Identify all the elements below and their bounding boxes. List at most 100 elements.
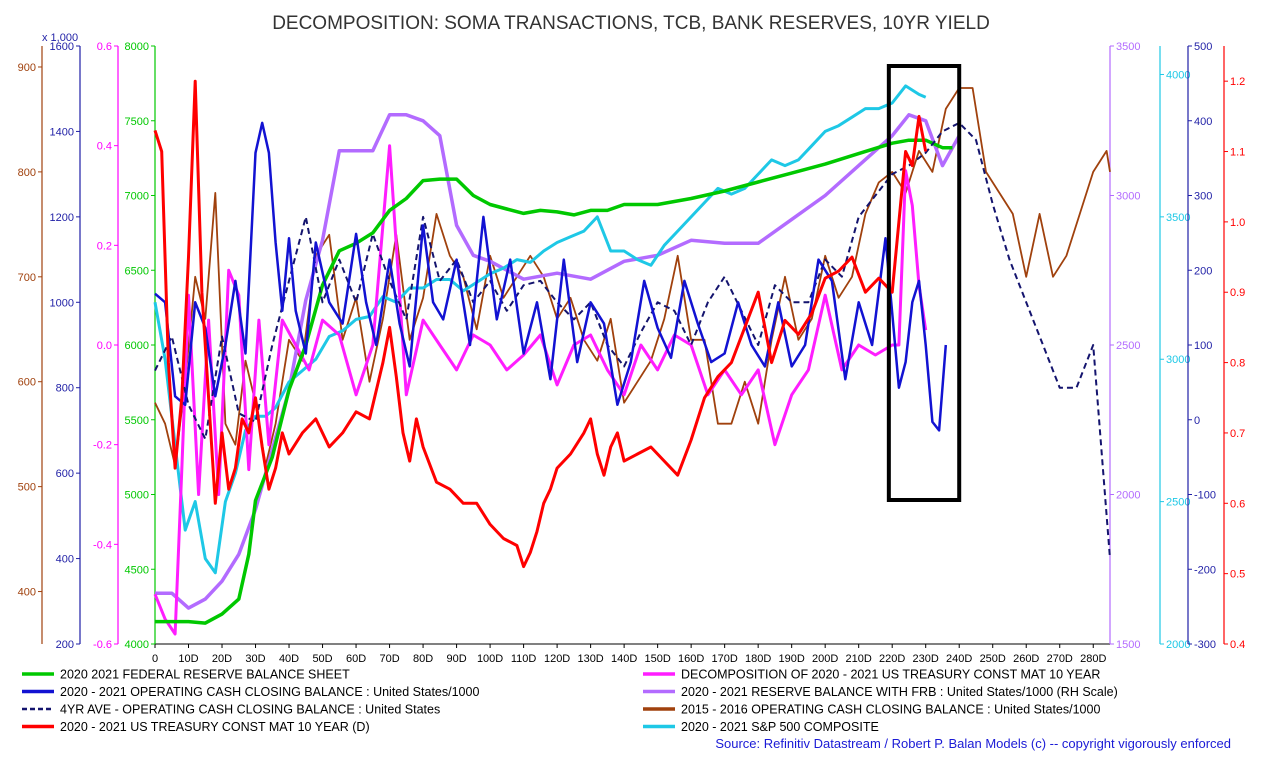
x-tick-label: 200D bbox=[812, 653, 838, 665]
legend-label: 2020 - 2021 S&P 500 COMPOSITE bbox=[681, 720, 879, 734]
y-tick-label-navy_r: 400 bbox=[1194, 116, 1212, 128]
y-tick-label-navy: 1000 bbox=[50, 297, 74, 309]
y-tick-label-red: 1.2 bbox=[1230, 76, 1245, 88]
y-tick-label-magenta: 0.2 bbox=[97, 240, 112, 252]
y-tick-label-red: 0.8 bbox=[1230, 358, 1245, 370]
y-tick-label-cyan: 3500 bbox=[1166, 212, 1190, 224]
legend-label: 2020 - 2021 US TREASURY CONST MAT 10 YEA… bbox=[60, 720, 370, 734]
y-tick-label-cyan: 3000 bbox=[1166, 354, 1190, 366]
y-tick-label-cyan: 4000 bbox=[1166, 69, 1190, 81]
y-tick-label-navy_r: -200 bbox=[1194, 564, 1216, 576]
y-tick-label-red: 1.0 bbox=[1230, 217, 1245, 229]
legend: 2020 2021 FEDERAL RESERVE BALANCE SHEET 2… bbox=[22, 668, 1118, 734]
x-tick-label: 280D bbox=[1080, 653, 1106, 665]
y-tick-label-navy_r: 300 bbox=[1194, 191, 1212, 203]
x-tick-label: 10D bbox=[178, 653, 198, 665]
x-tick-label: 260D bbox=[1013, 653, 1039, 665]
y-tick-label-navy_r: 100 bbox=[1194, 340, 1212, 352]
x-tick-label: 180D bbox=[745, 653, 771, 665]
x-tick-label: 90D bbox=[446, 653, 466, 665]
y-tick-label-cyan: 2000 bbox=[1166, 639, 1190, 651]
series-line-3 bbox=[153, 79, 928, 569]
y-tick-label-red: 0.4 bbox=[1230, 639, 1245, 651]
x-tick-label: 220D bbox=[879, 653, 905, 665]
series-line-6 bbox=[154, 87, 1111, 467]
y-tick-label-green: 5000 bbox=[125, 490, 149, 502]
legend-label: 4YR AVE - OPERATING CASH CLOSING BALANCE… bbox=[60, 703, 440, 717]
y-tick-label-green: 4500 bbox=[125, 564, 149, 576]
y-tick-label-brown: 400 bbox=[18, 587, 36, 599]
y-tick-label-navy: 600 bbox=[56, 468, 74, 480]
x-tick-label: 140D bbox=[611, 653, 637, 665]
series-line-4 bbox=[153, 144, 928, 636]
highlight-box bbox=[886, 64, 962, 502]
y-tick-label-red: 1.1 bbox=[1230, 147, 1245, 159]
y-tick-label-green: 5500 bbox=[125, 415, 149, 427]
x-tick-label: 100D bbox=[477, 653, 503, 665]
x-tick-label: 240D bbox=[946, 653, 972, 665]
y-tick-label-navy: 1200 bbox=[50, 212, 74, 224]
y-tick-label-navy: 400 bbox=[56, 554, 74, 566]
y-tick-label-magenta: 0.6 bbox=[97, 41, 112, 53]
y-tick-label-navy_r: -100 bbox=[1194, 490, 1216, 502]
y-tick-label-green: 7000 bbox=[125, 191, 149, 203]
y-tick-label-magenta: 0.0 bbox=[97, 340, 112, 352]
y-tick-label-navy_r: 500 bbox=[1194, 41, 1212, 53]
x-tick-label: 190D bbox=[779, 653, 805, 665]
legend-label: 2020 - 2021 RESERVE BALANCE WITH FRB : U… bbox=[681, 685, 1118, 699]
y-tick-label-green: 6000 bbox=[125, 340, 149, 352]
x-tick-label: 50D bbox=[312, 653, 332, 665]
y-tick-label-green: 7500 bbox=[125, 116, 149, 128]
y-tick-label-navy: 1600 bbox=[50, 41, 74, 53]
y-tick-label-navy: 1400 bbox=[50, 126, 74, 138]
y-tick-label-purple: 2000 bbox=[1116, 490, 1140, 502]
y-tick-label-magenta: -0.4 bbox=[93, 539, 112, 551]
y-tick-label-magenta: -0.6 bbox=[93, 639, 112, 651]
y-tick-label-brown: 600 bbox=[18, 377, 36, 389]
y-tick-label-green: 8000 bbox=[125, 41, 149, 53]
x-tick-label: 120D bbox=[544, 653, 570, 665]
left-axis-unit-label: x 1,000 bbox=[42, 32, 78, 44]
x-tick-label: 70D bbox=[379, 653, 399, 665]
x-tick-label: 270D bbox=[1047, 653, 1073, 665]
x-tick-label: 40D bbox=[279, 653, 299, 665]
x-tick-label: 0 bbox=[152, 653, 158, 665]
y-tick-label-navy: 800 bbox=[56, 383, 74, 395]
y-tick-label-red: 0.9 bbox=[1230, 287, 1245, 299]
series-line-1 bbox=[154, 121, 948, 432]
y-tick-label-purple: 2500 bbox=[1116, 340, 1140, 352]
y-tick-label-green: 4000 bbox=[125, 639, 149, 651]
x-tick-label: 210D bbox=[846, 653, 872, 665]
source-note: Source: Refinitiv Datastream / Robert P.… bbox=[715, 736, 1231, 751]
chart-title: DECOMPOSITION: SOMA TRANSACTIONS, TCB, B… bbox=[272, 13, 990, 34]
x-tick-label: 20D bbox=[212, 653, 232, 665]
y-tick-label-brown: 500 bbox=[18, 482, 36, 494]
y-tick-label-green: 6500 bbox=[125, 265, 149, 277]
y-tick-label-magenta: -0.2 bbox=[93, 440, 112, 452]
y-tick-label-magenta: 0.4 bbox=[97, 141, 112, 153]
legend-label: 2020 2021 FEDERAL RESERVE BALANCE SHEET bbox=[60, 668, 350, 682]
x-tick-label: 80D bbox=[413, 653, 433, 665]
legend-label: 2015 - 2016 OPERATING CASH CLOSING BALAN… bbox=[681, 703, 1100, 717]
y-tick-label-purple: 3500 bbox=[1116, 41, 1140, 53]
legend-label: DECOMPOSITION OF 2020 - 2021 US TREASURY… bbox=[681, 668, 1100, 682]
x-tick-label: 30D bbox=[245, 653, 265, 665]
y-tick-label-red: 0.5 bbox=[1230, 569, 1245, 581]
x-tick-label: 110D bbox=[511, 653, 537, 665]
y-tick-label-brown: 800 bbox=[18, 167, 36, 179]
x-tick-label: 150D bbox=[644, 653, 670, 665]
y-tick-label-red: 0.7 bbox=[1230, 428, 1245, 440]
y-tick-label-purple: 3000 bbox=[1116, 191, 1140, 203]
y-tick-label-cyan: 2500 bbox=[1166, 497, 1190, 509]
y-tick-label-brown: 900 bbox=[18, 62, 36, 74]
y-tick-label-navy: 200 bbox=[56, 639, 74, 651]
y-tick-label-purple: 1500 bbox=[1116, 639, 1140, 651]
axes-layer: 0 10D 20D 30D 40D 50D 60D 70D 80D 90D 100D 110D 120D… bbox=[18, 41, 1246, 665]
x-tick-label: 170D bbox=[712, 653, 738, 665]
y-tick-label-navy_r: -300 bbox=[1194, 639, 1216, 651]
x-tick-label: 160D bbox=[678, 653, 704, 665]
x-tick-label: 130D bbox=[577, 653, 603, 665]
series-layer bbox=[153, 64, 1111, 636]
x-tick-label: 230D bbox=[913, 653, 939, 665]
